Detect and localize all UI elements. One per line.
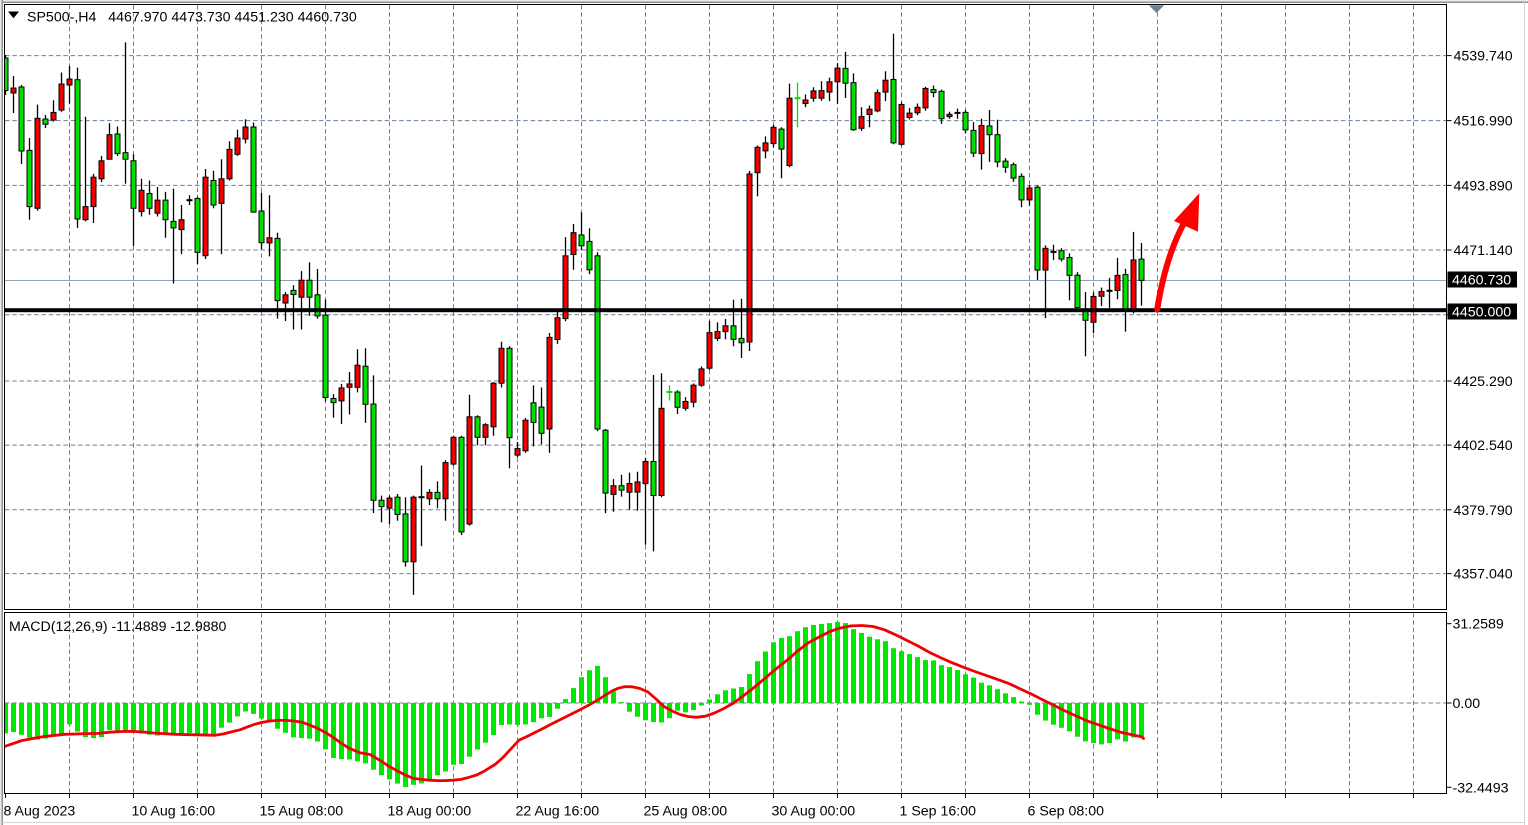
svg-text:15 Aug 08:00: 15 Aug 08:00	[260, 804, 344, 820]
svg-text:4379.790: 4379.790	[1454, 503, 1513, 519]
svg-text:4493.890: 4493.890	[1454, 178, 1513, 194]
svg-text:SP500-,H4 4467.970 4473.730: SP500-,H4 4467.970 4473.730 4451.230 446…	[27, 9, 357, 25]
svg-text:8 Aug 2023: 8 Aug 2023	[4, 804, 76, 820]
svg-text:0.00: 0.00	[1453, 696, 1481, 712]
svg-text:22 Aug 16:00: 22 Aug 16:00	[516, 804, 600, 820]
svg-text:4471.140: 4471.140	[1454, 243, 1513, 259]
svg-text:25 Aug 08:00: 25 Aug 08:00	[644, 804, 728, 820]
svg-text:4357.040: 4357.040	[1454, 567, 1513, 583]
svg-text:-32.4493: -32.4493	[1453, 780, 1509, 796]
svg-text:6 Sep 08:00: 6 Sep 08:00	[1028, 804, 1105, 820]
svg-text:31.2589: 31.2589	[1453, 617, 1504, 633]
svg-text:4539.740: 4539.740	[1454, 49, 1513, 65]
svg-text:4425.290: 4425.290	[1454, 374, 1513, 390]
svg-text:10 Aug 16:00: 10 Aug 16:00	[132, 804, 216, 820]
svg-text:4450.000: 4450.000	[1452, 305, 1511, 321]
svg-text:4402.540: 4402.540	[1454, 438, 1513, 454]
svg-text:MACD(12,26,9) -11.4889 -12.988: MACD(12,26,9) -11.4889 -12.9880	[9, 619, 227, 635]
svg-text:1 Sep 16:00: 1 Sep 16:00	[900, 804, 977, 820]
svg-text:30 Aug 00:00: 30 Aug 00:00	[772, 804, 856, 820]
svg-text:4516.990: 4516.990	[1454, 114, 1513, 130]
svg-text:4460.730: 4460.730	[1452, 273, 1511, 289]
svg-text:18 Aug 00:00: 18 Aug 00:00	[388, 804, 472, 820]
